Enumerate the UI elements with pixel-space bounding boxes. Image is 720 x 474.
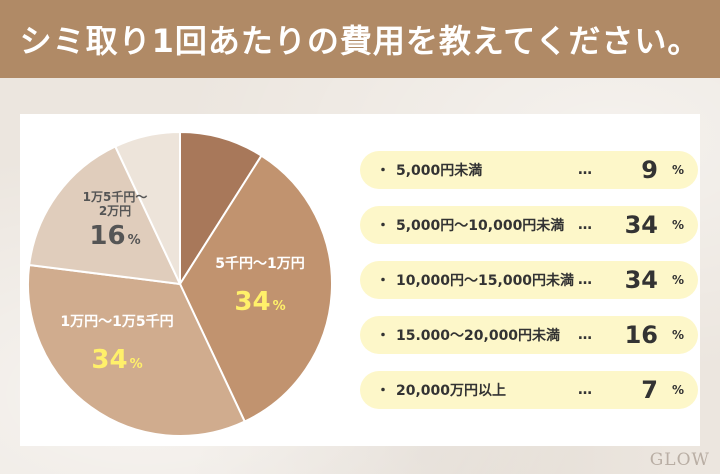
legend-unit: % [671,383,685,397]
legend-value: 34 [624,266,658,294]
header-banner: シミ取り1回あたりの費用を教えてください。 [0,0,720,78]
legend-label: 5,000円未満 [396,163,483,179]
legend-bullet: ・ [376,383,390,399]
pie-label-b-value: 34 [234,286,271,317]
legend-bullet: ・ [376,328,390,344]
legend-label: 10,000円～15,000円未満 [396,273,575,289]
pie-label-b: 5千円～1万円 34% [200,256,320,318]
legend-value: 9 [641,156,658,184]
pie-label-b-unit: % [272,298,286,314]
pie-label-c-value: 34 [91,344,128,375]
pie-chart [27,130,333,437]
legend-bullet: ・ [376,218,390,234]
pie-label-d-unit: % [127,232,141,248]
pie-label-d: 1万5千円～ 2万円 16% [60,190,170,252]
pie-label-d-name-line1: 1万5千円～ [82,190,148,204]
legend-dots: … [578,327,593,343]
legend-dots: … [578,382,593,398]
chart-card: 5千円～1万円 34% 1万円～1万5千円 34% 1万5千円～ 2万円 16%… [20,114,700,446]
page-title: シミ取り1回あたりの費用を教えてください。 [19,22,701,60]
legend-label: 15.000～20,000円未満 [396,328,561,344]
legend-dots: … [578,272,593,288]
legend-item: ・ 5,000円～10,000円未満 … 34 % [360,206,698,244]
pie-label-b-name: 5千円～1万円 [215,256,305,272]
legend-value: 16 [624,321,658,349]
pie-slice-a [179,130,263,288]
legend-unit: % [671,328,685,342]
legend-label: 5,000円～10,000円未満 [396,218,565,234]
legend-dots: … [578,217,593,233]
legend-value: 7 [641,376,658,404]
legend-bullet: ・ [376,163,390,179]
legend-dots: … [578,162,593,178]
pie-label-d-value: 16 [89,220,126,251]
legend-unit: % [671,218,685,232]
watermark-logo: GLOW [649,450,710,470]
legend-item: ・ 20,000万円以上 … 7 % [360,371,698,409]
pie-label-c-unit: % [129,356,143,372]
legend-label: 20,000万円以上 [396,383,507,399]
legend-item: ・ 15.000～20,000円未満 … 16 % [360,316,698,354]
pie-slice-c [27,263,247,437]
legend-item: ・ 10,000円～15,000円未満 … 34 % [360,261,698,299]
legend-item: ・ 5,000円未満 … 9 % [360,151,698,189]
pie-slice-d [28,145,182,286]
legend-value: 34 [624,211,658,239]
pie-slice-e [113,130,181,285]
legend-unit: % [671,163,685,177]
pie-label-c: 1万円～1万5千円 34% [42,314,192,376]
pie-label-c-name: 1万円～1万5千円 [60,314,174,330]
pie-label-d-name-line2: 2万円 [98,204,132,219]
pie-slice-b [178,154,333,423]
legend-bullet: ・ [376,273,390,289]
legend-unit: % [671,273,685,287]
